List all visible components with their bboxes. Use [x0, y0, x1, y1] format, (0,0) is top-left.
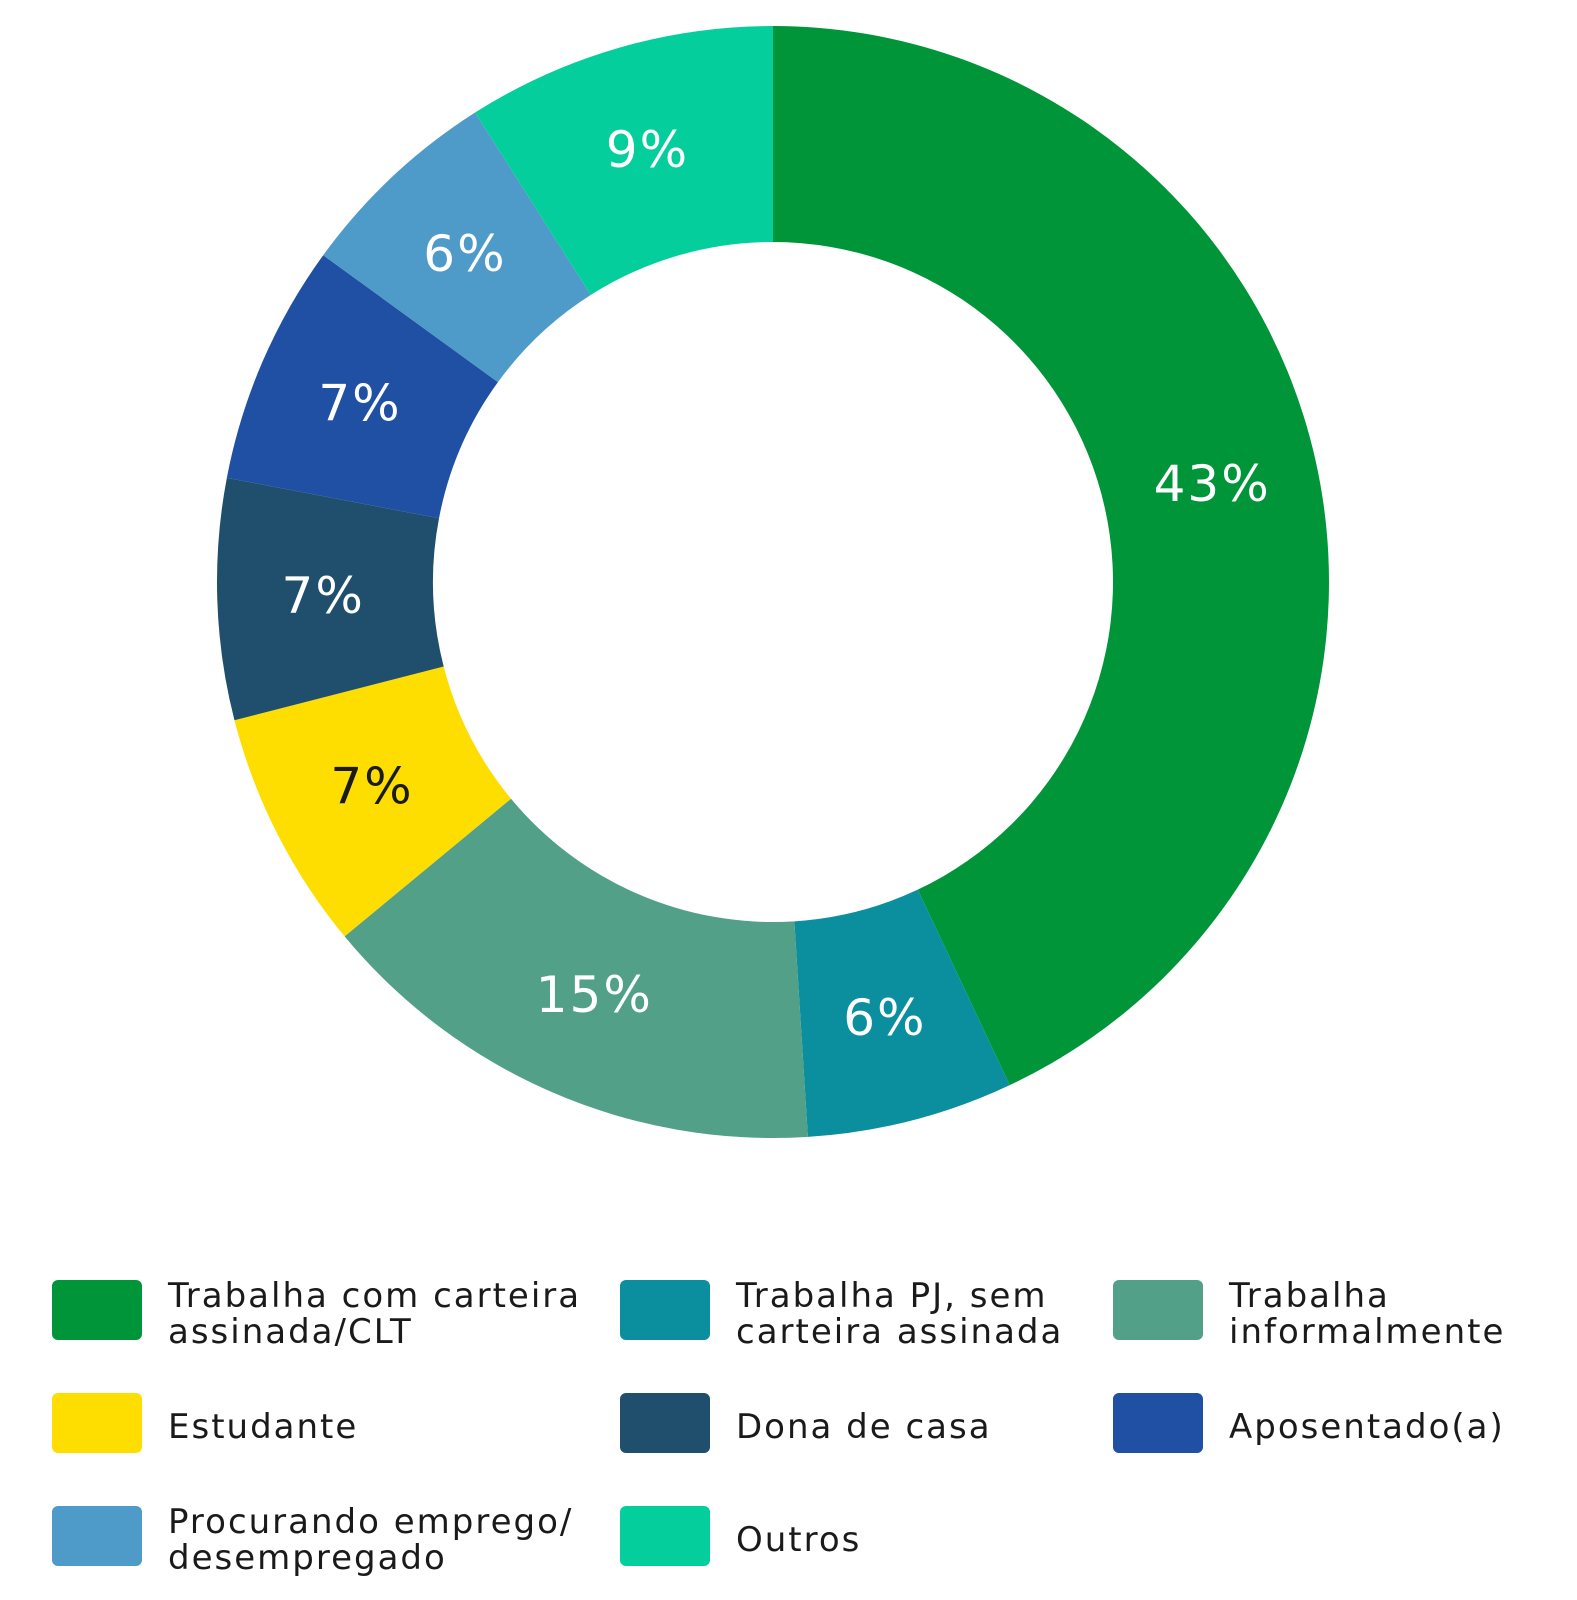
- legend-swatch-6: [52, 1506, 142, 1566]
- donut-slice-6: [323, 112, 591, 383]
- slice-value-label-7: 9%: [606, 121, 689, 179]
- legend-swatch-0: [52, 1280, 142, 1340]
- legend-label-line: desempregado: [168, 1538, 447, 1578]
- legend-swatch-4: [620, 1393, 710, 1453]
- legend-label-line: Outros: [736, 1520, 862, 1560]
- legend: Trabalha com carteira assinada/CLT Trabalh…: [52, 1278, 1562, 1588]
- legend-label-1: Trabalha PJ, sem carteira assinada: [736, 1278, 1176, 1350]
- donut-slice-5: [226, 255, 498, 519]
- legend-label-line: carteira assinada: [736, 1312, 1064, 1352]
- slice-value-label-2: 15%: [536, 966, 653, 1024]
- legend-label-line: Procurando emprego/: [168, 1502, 574, 1542]
- donut-chart: 43% 6% 15% 7% 7% 7% 6% 9%: [216, 26, 1330, 1138]
- donut-slice-2: [344, 798, 808, 1138]
- donut-slice-4: [216, 477, 444, 721]
- legend-swatch-2: [1113, 1280, 1203, 1340]
- legend-swatch-7: [620, 1506, 710, 1566]
- legend-swatch-1: [620, 1280, 710, 1340]
- legend-swatch-3: [52, 1393, 142, 1453]
- legend-label-line: Trabalha PJ, sem: [736, 1276, 1048, 1316]
- legend-label-3: Estudante: [168, 1409, 608, 1445]
- legend-label-line: Trabalha com carteira: [168, 1276, 582, 1316]
- donut-slice-0: [773, 26, 1330, 1086]
- legend-label-line: Aposentado(a): [1229, 1407, 1505, 1447]
- legend-label-line: informalmente: [1229, 1312, 1506, 1352]
- slice-value-label-3: 7%: [330, 757, 413, 815]
- legend-label-line: Trabalha: [1229, 1276, 1390, 1316]
- legend-label-5: Aposentado(a): [1229, 1409, 1577, 1445]
- donut-slice-3: [234, 666, 512, 937]
- legend-label-4: Dona de casa: [736, 1409, 1176, 1445]
- slice-value-label-5: 7%: [318, 374, 401, 432]
- legend-label-line: Estudante: [168, 1407, 359, 1447]
- legend-label-2: Trabalha informalmente: [1229, 1278, 1577, 1350]
- legend-label-line: Dona de casa: [736, 1407, 992, 1447]
- legend-label-6: Procurando emprego/desempregado: [168, 1504, 608, 1576]
- slice-value-label-1: 6%: [843, 989, 926, 1047]
- legend-swatch-5: [1113, 1393, 1203, 1453]
- donut-slice-7: [475, 26, 773, 295]
- donut-slice-1: [794, 889, 1010, 1137]
- legend-label-7: Outros: [736, 1522, 1176, 1558]
- legend-label-0: Trabalha com carteira assinada/CLT: [168, 1278, 608, 1350]
- slice-value-label-6: 6%: [423, 225, 506, 283]
- slice-value-label-4: 7%: [282, 567, 365, 625]
- legend-label-line: assinada/CLT: [168, 1312, 413, 1352]
- slice-value-label-0: 43%: [1154, 455, 1271, 513]
